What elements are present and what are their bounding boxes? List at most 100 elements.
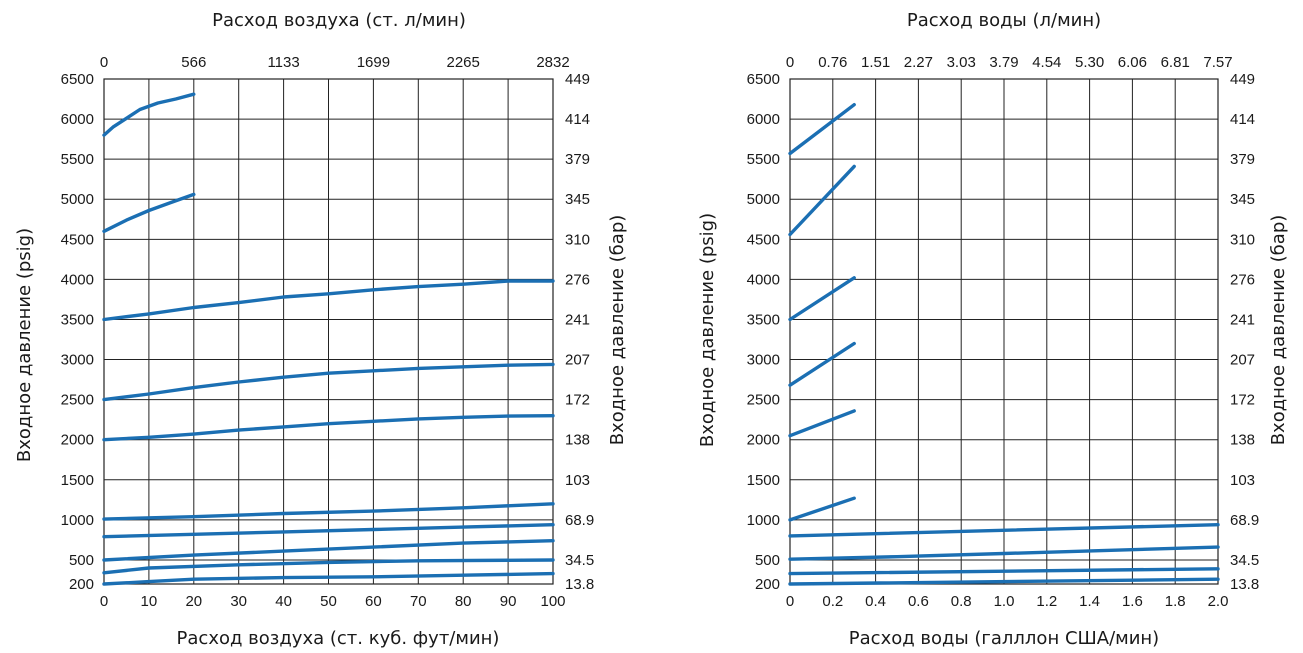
x-tick-label: 1.4 [1079,593,1100,610]
x-tick-label: 1.8 [1165,593,1186,610]
y-tick-label: 200 [755,576,780,593]
series-line-6 [102,502,555,521]
y-right-tick-label: 13.8 [565,576,594,593]
series-group [102,92,555,586]
series-line-5 [788,409,856,438]
series-line-5 [102,414,555,442]
y-right-tick-label: 449 [565,71,590,88]
y-right-tick-label: 207 [1230,352,1255,369]
y-tick-label: 6500 [747,71,780,88]
y-right-tick-label: 345 [565,191,590,208]
y-tick-label: 5500 [747,151,780,168]
y-tick-label: 5000 [747,191,780,208]
y-tick-label: 6000 [747,111,780,128]
series-line-10 [102,571,555,586]
y-tick-label: 3500 [61,311,94,328]
x-top-tick-label: 566 [181,54,206,71]
series-line-7 [788,523,1220,538]
y-tick-label: 500 [69,552,94,569]
y-right-tick-label: 379 [565,151,590,168]
y-tick-label: 2500 [747,392,780,409]
x-top-tick-label: 5.30 [1075,54,1104,71]
x-tick-label: 2.0 [1208,593,1229,610]
y-tick-label: 4500 [61,231,94,248]
y-tick-label: 2500 [61,392,94,409]
x-axis-label: Расход воздуха (ст. куб. фут/мин) [177,628,500,649]
y-tick-label: 4000 [61,271,94,288]
x-top-tick-label: 0.76 [818,54,847,71]
x-tick-label: 1.6 [1122,593,1143,610]
x-top-tick-label: 7.57 [1203,54,1232,71]
y-right-tick-label: 414 [565,111,590,128]
x-top-tick-label: 2265 [447,54,480,71]
y-tick-label: 5500 [61,151,94,168]
x-tick-label: 0.6 [908,593,929,610]
y-right-tick-label: 68.9 [1230,512,1259,529]
x-top-tick-label: 3.03 [947,54,976,71]
x-top-tick-label: 6.06 [1118,54,1147,71]
x-tick-label: 50 [320,593,337,610]
y-right-tick-label: 34.5 [1230,552,1259,569]
series-line-6 [788,496,856,522]
series-line-9 [102,558,555,575]
y-right-tick-label: 310 [565,231,590,248]
series-line-1 [102,92,196,137]
x-top-tick-label: 0 [100,54,108,71]
y-tick-label: 1500 [747,472,780,489]
air-flow-chart: Расход воздуха (ст. л/мин) Расход воздух… [14,10,628,649]
x-tick-label: 30 [230,593,247,610]
x-top-tick-label: 4.54 [1032,54,1061,71]
y-tick-label: 4500 [747,231,780,248]
x-tick-label: 20 [185,593,202,610]
plot-frame [789,78,1219,585]
plot-frame [103,78,554,585]
x-tick-label: 70 [410,593,427,610]
y-right-tick-label: 138 [1230,432,1255,449]
y-axis-label-left: Входное давление (psig) [697,213,718,447]
y-axis-label-right: Входное давление (бар) [607,215,628,446]
y-right-tick-label: 138 [565,432,590,449]
x-top-tick-label: 2.27 [904,54,933,71]
y-right-tick-label: 414 [1230,111,1255,128]
x-tick-label: 40 [275,593,292,610]
y-right-tick-label: 103 [565,472,590,489]
series-line-3 [102,279,555,322]
y-tick-label: 3000 [747,352,780,369]
y-right-tick-label: 345 [1230,191,1255,208]
y-right-tick-label: 172 [1230,392,1255,409]
y-right-tick-label: 13.8 [1230,576,1259,593]
x-tick-label: 90 [500,593,517,610]
y-axis-label-left: Входное давление (psig) [14,228,35,462]
y-tick-label: 3500 [747,311,780,328]
y-tick-label: 2000 [61,432,94,449]
y-right-tick-label: 379 [1230,151,1255,168]
y-tick-label: 200 [69,576,94,593]
y-right-tick-label: 241 [1230,311,1255,328]
y-right-tick-label: 241 [565,311,590,328]
x-tick-label: 60 [365,593,382,610]
x-tick-label: 1.2 [1036,593,1057,610]
x-tick-label: 100 [540,593,565,610]
x-top-tick-label: 1699 [357,54,390,71]
x-top-tick-label: 3.79 [989,54,1018,71]
x-top-tick-label: 2832 [536,54,569,71]
y-tick-label: 2000 [747,432,780,449]
y-right-tick-label: 310 [1230,231,1255,248]
y-tick-label: 1500 [61,472,94,489]
x-tick-label: 0.8 [951,593,972,610]
water-flow-chart: Расход воды (л/мин) Расход воды (галллон… [697,10,1289,649]
x-tick-label: 80 [455,593,472,610]
series-line-10 [788,577,1220,586]
right-chart-panel: Расход воды (л/мин) Расход воды (галллон… [650,0,1303,653]
series-line-8 [788,545,1220,561]
series-line-4 [102,362,555,402]
y-tick-label: 3000 [61,352,94,369]
y-tick-label: 5000 [61,191,94,208]
x-top-tick-label: 0 [786,54,794,71]
x-top-tick-label: 6.81 [1161,54,1190,71]
x-top-tick-label: 1.51 [861,54,890,71]
y-right-tick-label: 207 [565,352,590,369]
y-tick-label: 1000 [61,512,94,529]
series-line-3 [788,276,856,322]
y-right-tick-label: 449 [1230,71,1255,88]
